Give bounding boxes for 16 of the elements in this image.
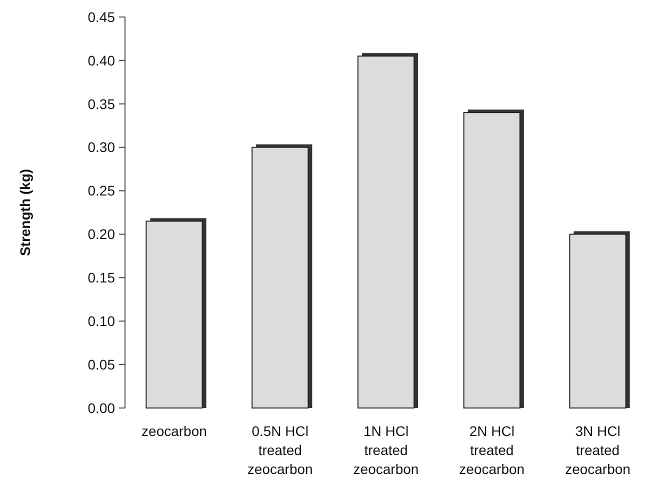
y-tick-label: 0.05 xyxy=(88,356,116,372)
y-tick-label: 0.20 xyxy=(88,226,116,242)
y-tick-label: 0.30 xyxy=(88,139,116,156)
y-tick-label: 0.40 xyxy=(88,52,116,68)
x-tick-label: 0.5N HCl treated zeocarbon xyxy=(247,423,313,477)
y-tick-label: 0.25 xyxy=(88,182,116,199)
x-tick-label: zeocarbon xyxy=(142,423,207,439)
y-tick-label: 0.15 xyxy=(88,270,116,286)
y-tick-label: 0.35 xyxy=(88,96,116,112)
y-tick-label: 0.10 xyxy=(88,313,116,330)
y-tick-label: 0.00 xyxy=(88,400,116,416)
y-tick-label: 0.45 xyxy=(88,8,116,25)
x-tick-label: 2N HCl treated zeocarbon xyxy=(459,423,525,477)
x-tick-label: 1N HCl treated zeocarbon xyxy=(353,423,419,477)
y-axis-title: Strength (kg) xyxy=(17,168,33,256)
x-tick-label: 3N HCl treated zeocarbon xyxy=(565,423,630,477)
